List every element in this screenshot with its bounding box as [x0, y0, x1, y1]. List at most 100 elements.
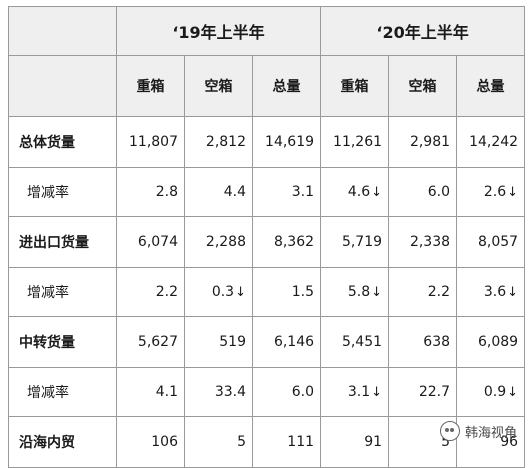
- down-arrow-icon: ↓: [235, 285, 246, 300]
- table-cell: 6.0: [389, 168, 457, 217]
- subheader-total-2019: 总量: [253, 56, 321, 117]
- table-cell: 5,719: [321, 217, 389, 268]
- table-cell: 5,627: [117, 317, 185, 368]
- cell-value: 6.0: [428, 184, 450, 200]
- cell-value: 6,146: [274, 334, 314, 350]
- cell-value: 638: [423, 334, 450, 350]
- cell-value: 8,057: [478, 234, 518, 250]
- table-cell: 2,338: [389, 217, 457, 268]
- down-arrow-icon: ↓: [371, 285, 382, 300]
- subheader-empty-2019: 空箱: [185, 56, 253, 117]
- corner-cell: [9, 7, 117, 56]
- table-cell: 4.1: [117, 368, 185, 417]
- cell-value: 5,719: [342, 234, 382, 250]
- cell-value: 2.2: [428, 284, 450, 300]
- table-cell: 4.4: [185, 168, 253, 217]
- table-cell: 8,362: [253, 217, 321, 268]
- cell-value: 2.6: [484, 184, 506, 200]
- cell-value: 2.2: [156, 284, 178, 300]
- subheader-laden-2020: 重箱: [321, 56, 389, 117]
- growth-rate-label: 增减率: [9, 268, 117, 317]
- table-cell: 6,146: [253, 317, 321, 368]
- corner-cell-2: [9, 56, 117, 117]
- watermark: 韩海视角: [440, 421, 517, 441]
- table-cell: 6,074: [117, 217, 185, 268]
- table-cell: 2.8: [117, 168, 185, 217]
- down-arrow-icon: ↓: [507, 285, 518, 300]
- cell-value: 106: [151, 434, 178, 450]
- table-cell: 33.4: [185, 368, 253, 417]
- cell-value: 5,451: [342, 334, 382, 350]
- row-label: 进出口货量: [9, 217, 117, 268]
- table-cell: 2,812: [185, 117, 253, 168]
- cell-value: 111: [287, 434, 314, 450]
- table-cell: 5: [185, 417, 253, 468]
- table-row: 中转货量 5,627 519 6,146 5,451 638 6,089: [9, 317, 525, 368]
- table-cell: 91: [321, 417, 389, 468]
- table-cell: 14,242: [457, 117, 525, 168]
- period-header-2020: ‘20年上半年: [321, 7, 525, 56]
- cell-value: 2.8: [156, 184, 178, 200]
- subheader-empty-2020: 空箱: [389, 56, 457, 117]
- cell-value: 2,981: [410, 134, 450, 150]
- cargo-volume-table: ‘19年上半年 ‘20年上半年 重箱 空箱 总量 重箱 空箱 总量 总体货量 11…: [8, 6, 525, 468]
- table-cell: 3.1↓: [321, 368, 389, 417]
- cell-value: 5.8: [348, 284, 370, 300]
- wechat-logo-icon: [440, 421, 460, 441]
- cell-value: 4.4: [224, 184, 246, 200]
- table-cell: 106: [117, 417, 185, 468]
- period-header-2019: ‘19年上半年: [117, 7, 321, 56]
- table-row: 增减率 4.1 33.4 6.0 3.1↓ 22.7 0.9↓: [9, 368, 525, 417]
- cell-value: 33.4: [215, 384, 246, 400]
- cell-value: 519: [219, 334, 246, 350]
- table-cell: 3.6↓: [457, 268, 525, 317]
- cell-value: 6.0: [292, 384, 314, 400]
- table-cell: 638: [389, 317, 457, 368]
- cell-value: 2,288: [206, 234, 246, 250]
- table-cell: 0.3↓: [185, 268, 253, 317]
- down-arrow-icon: ↓: [371, 185, 382, 200]
- table-cell: 1.5: [253, 268, 321, 317]
- cell-value: 6,089: [478, 334, 518, 350]
- table-cell: 5,451: [321, 317, 389, 368]
- cell-value: 5,627: [138, 334, 178, 350]
- cell-value: 2,338: [410, 234, 450, 250]
- row-label: 总体货量: [9, 117, 117, 168]
- table-cell: 14,619: [253, 117, 321, 168]
- table-row: 总体货量 11,807 2,812 14,619 11,261 2,981 14,242: [9, 117, 525, 168]
- table-row: 进出口货量 6,074 2,288 8,362 5,719 2,338 8,057: [9, 217, 525, 268]
- table-row: 增减率 2.8 4.4 3.1 4.6↓ 6.0 2.6↓: [9, 168, 525, 217]
- table-cell: 11,807: [117, 117, 185, 168]
- cell-value: 0.9: [484, 384, 506, 400]
- cell-value: 3.1: [348, 384, 370, 400]
- table-cell: 2,288: [185, 217, 253, 268]
- cell-value: 4.6: [348, 184, 370, 200]
- cell-value: 11,807: [129, 134, 178, 150]
- cell-value: 14,242: [469, 134, 518, 150]
- cell-value: 5: [237, 434, 246, 450]
- subheader-total-2020: 总量: [457, 56, 525, 117]
- table-body: 总体货量 11,807 2,812 14,619 11,261 2,981 14,242 增减…: [9, 117, 525, 468]
- cell-value: 8,362: [274, 234, 314, 250]
- table-cell: 2.2: [117, 268, 185, 317]
- table-cell: 111: [253, 417, 321, 468]
- growth-rate-label: 增减率: [9, 368, 117, 417]
- table-cell: 2.2: [389, 268, 457, 317]
- table-cell: 22.7: [389, 368, 457, 417]
- down-arrow-icon: ↓: [507, 385, 518, 400]
- down-arrow-icon: ↓: [371, 385, 382, 400]
- table-cell: 3.1: [253, 168, 321, 217]
- table-cell: 5.8↓: [321, 268, 389, 317]
- cell-value: 6,074: [138, 234, 178, 250]
- cell-value: 4.1: [156, 384, 178, 400]
- cell-value: 22.7: [419, 384, 450, 400]
- growth-rate-label: 增减率: [9, 168, 117, 217]
- cell-value: 91: [364, 434, 382, 450]
- table-cell: 8,057: [457, 217, 525, 268]
- table-cell: 4.6↓: [321, 168, 389, 217]
- table-row: 增减率 2.2 0.3↓ 1.5 5.8↓ 2.2 3.6↓: [9, 268, 525, 317]
- subheader-laden-2019: 重箱: [117, 56, 185, 117]
- cell-value: 1.5: [292, 284, 314, 300]
- watermark-text: 韩海视角: [465, 422, 517, 441]
- table-cell: 2.6↓: [457, 168, 525, 217]
